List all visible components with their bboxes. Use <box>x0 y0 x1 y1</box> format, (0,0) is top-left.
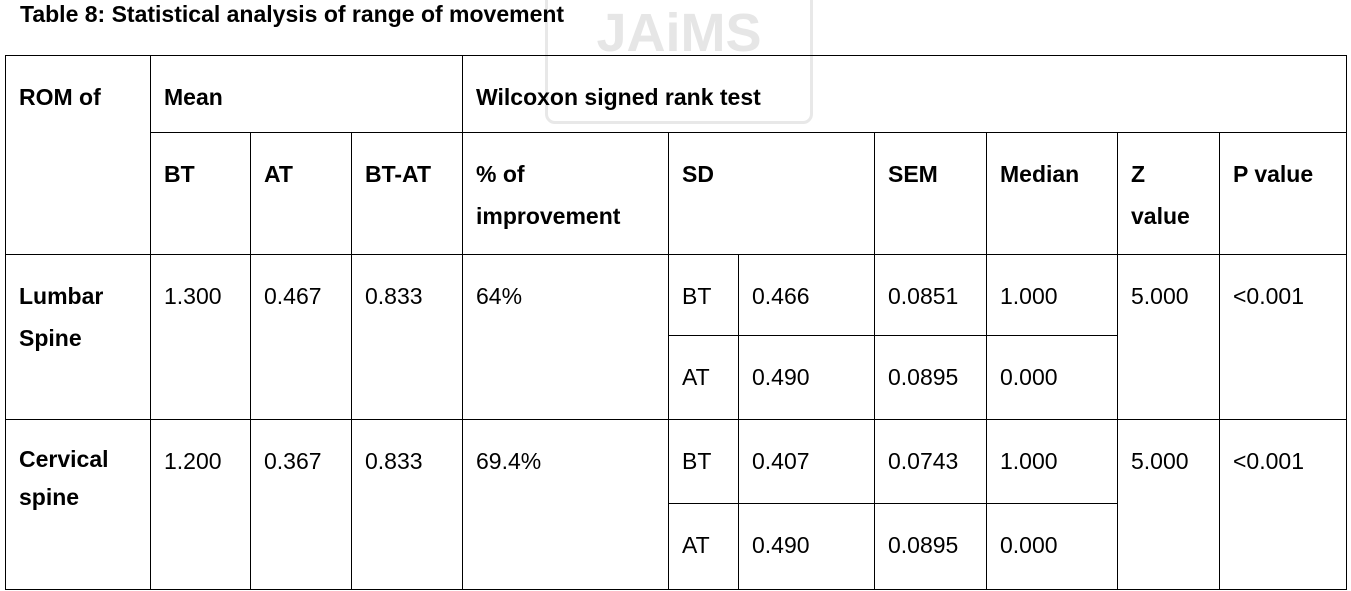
cell: 69.4% <box>462 419 669 590</box>
cell: Cervical spine <box>5 419 151 590</box>
cell: 5.000 <box>1117 254 1220 420</box>
cell: Mean <box>150 55 463 133</box>
cell: 64% <box>462 254 669 420</box>
cell: AT <box>250 132 352 255</box>
cell: 0.000 <box>986 503 1118 590</box>
cell: 0.0895 <box>874 335 987 420</box>
header-row: BT AT BT-AT % of improvement SD SEM Medi… <box>6 132 1347 255</box>
cell: 0.000 <box>986 335 1118 420</box>
cell: 0.467 <box>250 254 352 420</box>
table: ROM of Mean Wilcoxon signed rank test BT… <box>5 55 1347 590</box>
cell: 0.490 <box>738 503 875 590</box>
cell: BT <box>150 132 251 255</box>
cell: <0.001 <box>1219 419 1347 590</box>
cell: SD <box>668 132 875 255</box>
cell: 0.833 <box>351 254 463 420</box>
cell: % of improvement <box>462 132 669 255</box>
cell: ROM of <box>5 55 151 255</box>
row: Cervical spine 1.200 0.367 0.833 69.4% B… <box>5 419 1347 590</box>
cell: 0.0743 <box>874 419 987 504</box>
cell: 1.200 <box>150 419 251 590</box>
cell: AT <box>668 503 739 590</box>
cell: 0.407 <box>738 419 875 504</box>
cell: 1.000 <box>986 254 1118 336</box>
cell: Z value <box>1117 132 1220 255</box>
cell: 0.0895 <box>874 503 987 590</box>
row: AT 0.490 0.0895 0.000 <box>6 503 1347 590</box>
cell: 0.490 <box>738 335 875 420</box>
cell: 0.833 <box>351 419 463 590</box>
table-title: Table 8: Statistical analysis of range o… <box>20 1 565 27</box>
cell: BT <box>668 254 739 336</box>
cell: SEM <box>874 132 987 255</box>
cell: 1.000 <box>986 419 1118 504</box>
cell: BT <box>668 419 739 504</box>
cell: AT <box>668 335 739 420</box>
cell: Median <box>986 132 1118 255</box>
row: AT 0.490 0.0895 0.000 <box>6 335 1347 420</box>
row: Lumbar Spine 1.300 0.467 0.833 64% BT 0.… <box>5 254 1347 420</box>
cell: 0.0851 <box>874 254 987 336</box>
cell: <0.001 <box>1219 254 1347 420</box>
cell: 1.300 <box>150 254 251 420</box>
cell: 0.466 <box>738 254 875 336</box>
cell: 5.000 <box>1117 419 1220 590</box>
cell: P value <box>1219 132 1347 255</box>
cell: BT-AT <box>351 132 463 255</box>
cell: Lumbar Spine <box>5 254 151 420</box>
cell: 0.367 <box>250 419 352 590</box>
cell: Wilcoxon signed rank test <box>462 55 1347 133</box>
header-row: ROM of Mean Wilcoxon signed rank test <box>5 55 1347 255</box>
